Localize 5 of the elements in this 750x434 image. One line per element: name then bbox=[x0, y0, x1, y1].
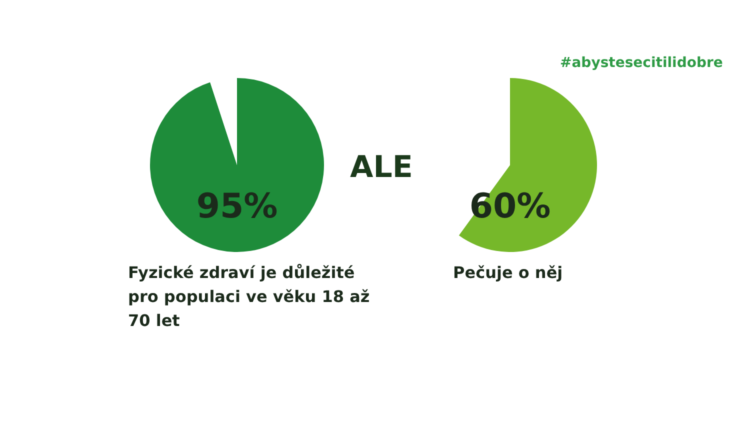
text: Pečuje o něj bbox=[452, 262, 564, 284]
data-label: 95% bbox=[196, 186, 278, 226]
text: ALE bbox=[350, 150, 413, 185]
text: Fyzické zdraví je důležité pro populaci ve věku 18 až 70 let bbox=[128, 262, 371, 332]
text: #abystesecitilidobre bbox=[560, 55, 723, 71]
